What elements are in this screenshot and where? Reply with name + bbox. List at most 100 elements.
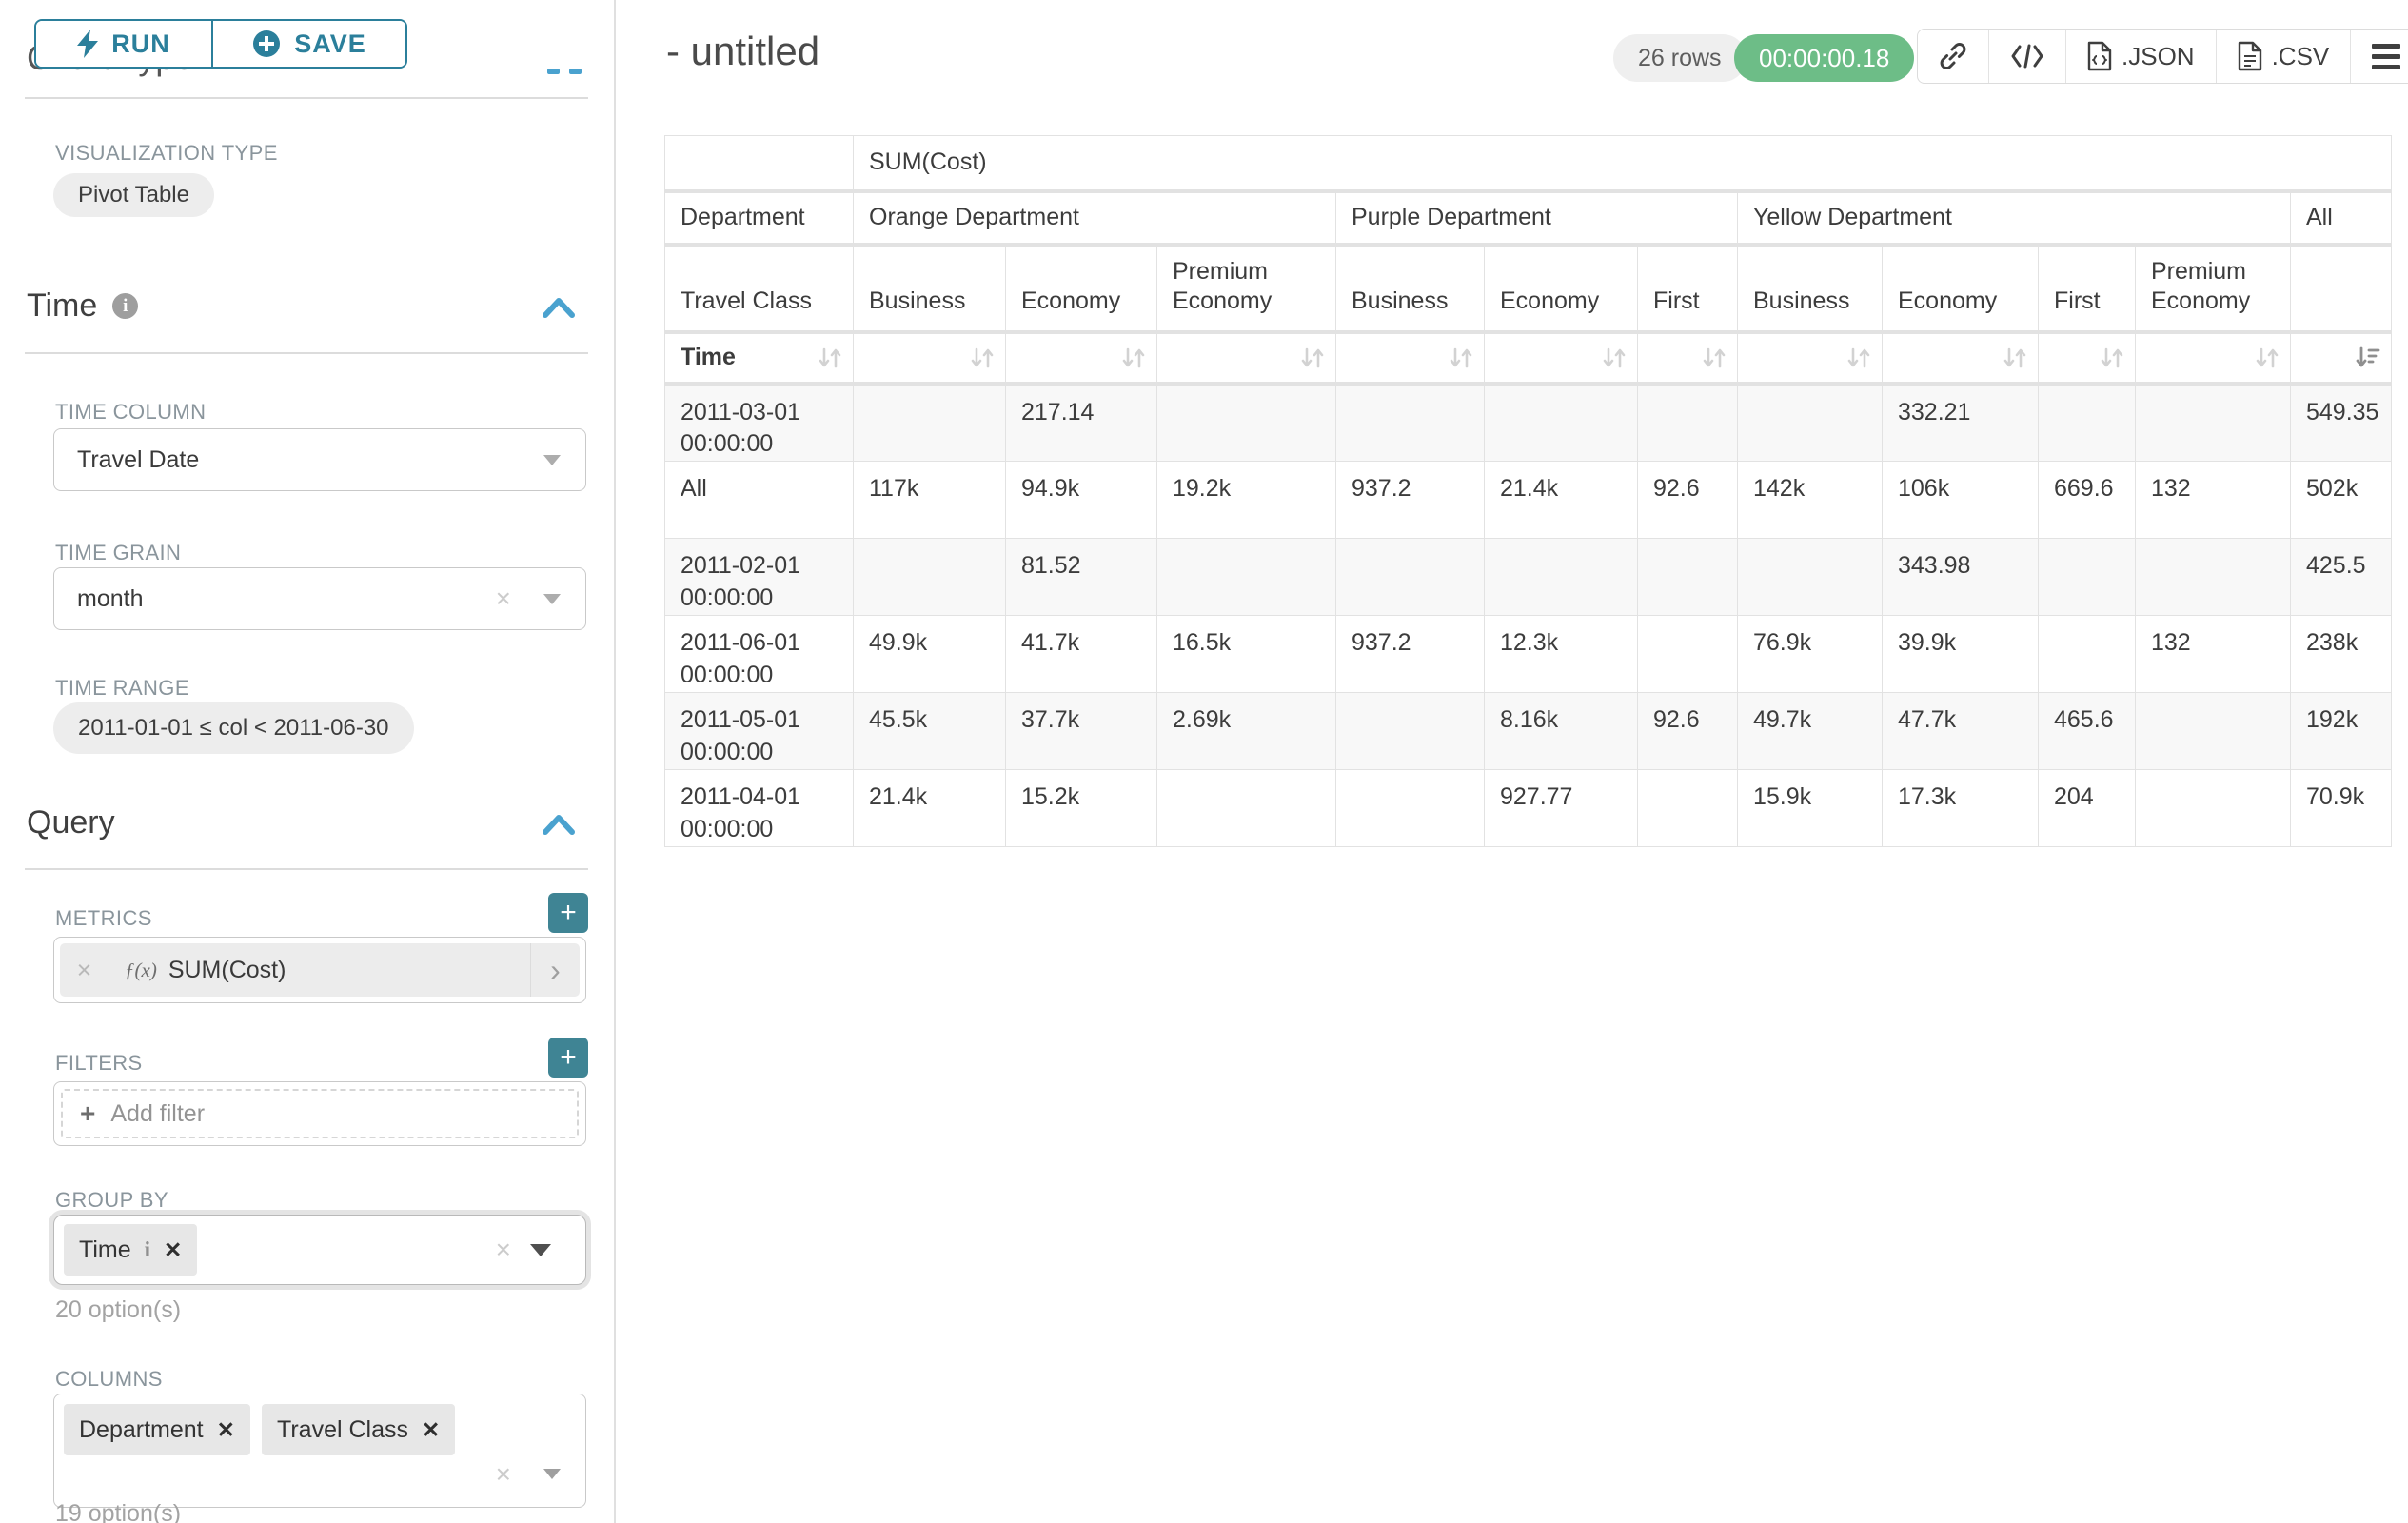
pivot-value-cell (1335, 538, 1485, 616)
time-range-pill[interactable]: 2011-01-01 ≤ col < 2011-06-30 (53, 702, 414, 754)
time-section-title: Time (27, 287, 98, 324)
columns-chip-travel-class[interactable]: Travel Class ✕ (262, 1404, 456, 1455)
sort-column-header[interactable] (2290, 331, 2392, 386)
pivot-value-cell: 81.52 (1005, 538, 1157, 616)
time-section-header[interactable]: Time i (27, 287, 139, 325)
time-grain-select[interactable]: month × (53, 567, 586, 630)
sort-column-header[interactable] (1484, 331, 1638, 386)
pivot-value-cell (853, 383, 1006, 462)
pivot-value-cell: 132 (2135, 615, 2291, 693)
chart-title[interactable]: - untitled (666, 29, 820, 73)
pivot-table-container: SUM(Cost) Department Orange Department Purp… (664, 135, 2392, 847)
time-sort-header[interactable]: Time (664, 331, 854, 386)
chevron-up-icon[interactable] (543, 297, 575, 318)
remove-metric-icon[interactable]: × (60, 943, 109, 997)
sort-icon[interactable] (2099, 346, 2125, 370)
export-json-button[interactable]: .JSON (2066, 30, 2217, 83)
pivot-value-cell: 425.5 (2290, 538, 2392, 616)
pivot-value-cell: 47.7k (1882, 692, 2039, 770)
columns-chip-label: Travel Class (277, 1415, 408, 1443)
sort-icon[interactable] (1120, 346, 1147, 370)
visualization-type-pill[interactable]: Pivot Table (53, 173, 214, 217)
columns-chip-department[interactable]: Department ✕ (64, 1404, 250, 1455)
clear-icon[interactable]: × (495, 1235, 511, 1264)
group-by-select[interactable]: Time i ✕ × (53, 1215, 586, 1285)
share-link-button[interactable] (1918, 30, 1989, 83)
time-label: Time (681, 344, 736, 370)
filters-container: + Add filter (53, 1081, 586, 1146)
clear-icon[interactable]: × (495, 1459, 511, 1489)
query-section-header[interactable]: Query (27, 804, 115, 841)
chevron-down-icon (543, 593, 561, 604)
chevron-down-icon (530, 1244, 551, 1256)
metric-chip[interactable]: × ƒ(x) SUM(Cost) › (60, 943, 580, 997)
pivot-value-cell: 669.6 (2038, 461, 2136, 539)
pivot-value-cell (1156, 769, 1336, 847)
add-metric-button[interactable]: + (548, 893, 588, 933)
export-json-label: .JSON (2122, 41, 2195, 70)
sort-icon[interactable] (1299, 346, 1326, 370)
sort-icon[interactable] (1701, 346, 1727, 370)
travel-class-header: First (2038, 244, 2136, 334)
pivot-value-cell: 45.5k (853, 692, 1006, 770)
sort-column-header[interactable] (1005, 331, 1157, 386)
sort-icon[interactable] (1448, 346, 1474, 370)
pivot-value-cell: 39.9k (1882, 615, 2039, 693)
table-row: 2011-04-01 00:00:00 21.4k 15.2k 927.77 15.9k… (664, 769, 2392, 847)
columns-select[interactable]: Department ✕ Travel Class ✕ × (53, 1394, 586, 1508)
sort-column-header[interactable] (1737, 331, 1883, 386)
plus-circle-icon (253, 30, 281, 57)
sort-column-header[interactable] (1637, 331, 1738, 386)
pivot-value-cell: 15.9k (1737, 769, 1883, 847)
pivot-value-cell: 15.2k (1005, 769, 1157, 847)
sort-column-header[interactable] (1156, 331, 1336, 386)
group-by-label: GROUP BY (55, 1188, 168, 1212)
group-by-options-hint: 20 option(s) (55, 1296, 182, 1323)
travel-class-header (2290, 244, 2392, 334)
columns-label: COLUMNS (55, 1367, 163, 1391)
time-row-header: 2011-05-01 00:00:00 (664, 692, 854, 770)
group-by-chip-time[interactable]: Time i ✕ (64, 1224, 198, 1276)
sort-icon[interactable] (969, 346, 996, 370)
remove-chip-icon[interactable]: ✕ (422, 1416, 441, 1442)
info-icon[interactable]: i (144, 1237, 151, 1261)
metric-chip-label: SUM(Cost) (168, 956, 286, 983)
col-group-header: Orange Department (853, 190, 1336, 247)
pivot-value-cell (1484, 538, 1638, 616)
sort-icon[interactable] (1845, 346, 1872, 370)
query-section-title: Query (27, 804, 115, 841)
chevron-up-icon[interactable] (543, 814, 575, 835)
sort-column-header[interactable] (1335, 331, 1485, 386)
query-timer-badge: 00:00:00.18 (1734, 34, 1915, 82)
run-button[interactable]: RUN (36, 21, 213, 67)
pivot-value-cell: 19.2k (1156, 461, 1336, 539)
pivot-value-cell: 192k (2290, 692, 2392, 770)
time-column-select[interactable]: Travel Date (53, 428, 586, 491)
metric-chip-body[interactable]: ƒ(x) SUM(Cost) (109, 943, 530, 997)
remove-chip-icon[interactable]: ✕ (216, 1416, 235, 1442)
clear-icon[interactable]: × (495, 583, 511, 613)
export-csv-button[interactable]: .CSV (2217, 30, 2352, 83)
pivot-value-cell: 41.7k (1005, 615, 1157, 693)
sort-column-header[interactable] (2135, 331, 2291, 386)
remove-chip-icon[interactable]: ✕ (164, 1236, 183, 1262)
sort-icon[interactable] (1601, 346, 1628, 370)
sort-column-header[interactable] (2038, 331, 2136, 386)
add-filter-dropzone[interactable]: + Add filter (61, 1089, 579, 1138)
pivot-value-cell: 204 (2038, 769, 2136, 847)
metrics-container: × ƒ(x) SUM(Cost) › (53, 937, 586, 1003)
sort-icon[interactable] (2254, 346, 2280, 370)
sort-icon[interactable] (2002, 346, 2028, 370)
pivot-value-cell (1637, 615, 1738, 693)
more-options-button[interactable] (2351, 30, 2408, 83)
info-icon[interactable]: i (112, 293, 139, 319)
pivot-value-cell: 17.3k (1882, 769, 2039, 847)
sort-desc-icon[interactable] (2355, 346, 2381, 370)
view-query-button[interactable] (1989, 30, 2066, 83)
save-button[interactable]: SAVE (213, 21, 405, 67)
sort-column-header[interactable] (853, 331, 1006, 386)
add-filter-plus-button[interactable]: + (548, 1038, 588, 1078)
sort-icon[interactable] (817, 346, 843, 370)
chevron-right-icon[interactable]: › (530, 943, 580, 997)
sort-column-header[interactable] (1882, 331, 2039, 386)
